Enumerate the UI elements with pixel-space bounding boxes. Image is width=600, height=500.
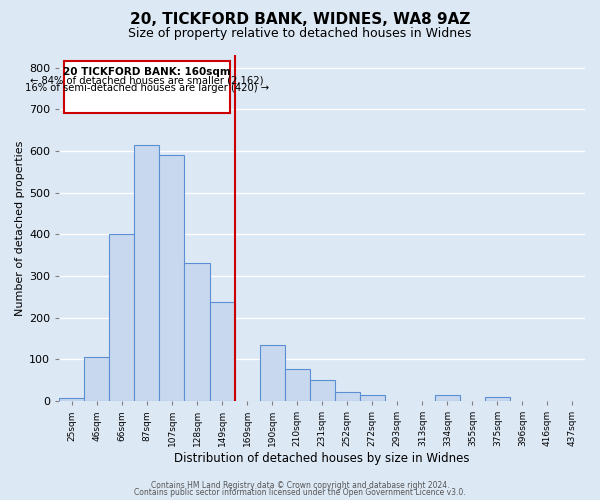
Text: Contains HM Land Registry data © Crown copyright and database right 2024.: Contains HM Land Registry data © Crown c… bbox=[151, 481, 449, 490]
Text: Contains public sector information licensed under the Open Government Licence v3: Contains public sector information licen… bbox=[134, 488, 466, 497]
Bar bbox=[335, 392, 360, 401]
X-axis label: Distribution of detached houses by size in Widnes: Distribution of detached houses by size … bbox=[175, 452, 470, 465]
Bar bbox=[284, 370, 310, 401]
Bar bbox=[109, 234, 134, 401]
Bar bbox=[435, 395, 460, 401]
Text: 20 TICKFORD BANK: 160sqm: 20 TICKFORD BANK: 160sqm bbox=[63, 67, 231, 77]
Bar bbox=[310, 380, 335, 401]
Bar bbox=[184, 264, 209, 401]
Bar bbox=[209, 302, 235, 401]
Bar bbox=[160, 155, 184, 401]
Bar bbox=[59, 398, 85, 401]
Y-axis label: Number of detached properties: Number of detached properties bbox=[15, 140, 25, 316]
Bar bbox=[85, 358, 109, 401]
Text: 16% of semi-detached houses are larger (420) →: 16% of semi-detached houses are larger (… bbox=[25, 83, 269, 93]
Bar bbox=[260, 345, 284, 401]
Bar bbox=[485, 398, 510, 401]
Text: ← 84% of detached houses are smaller (2,162): ← 84% of detached houses are smaller (2,… bbox=[30, 76, 263, 86]
Text: Size of property relative to detached houses in Widnes: Size of property relative to detached ho… bbox=[128, 28, 472, 40]
Bar bbox=[360, 395, 385, 401]
FancyBboxPatch shape bbox=[64, 62, 230, 114]
Bar bbox=[134, 144, 160, 401]
Text: 20, TICKFORD BANK, WIDNES, WA8 9AZ: 20, TICKFORD BANK, WIDNES, WA8 9AZ bbox=[130, 12, 470, 28]
